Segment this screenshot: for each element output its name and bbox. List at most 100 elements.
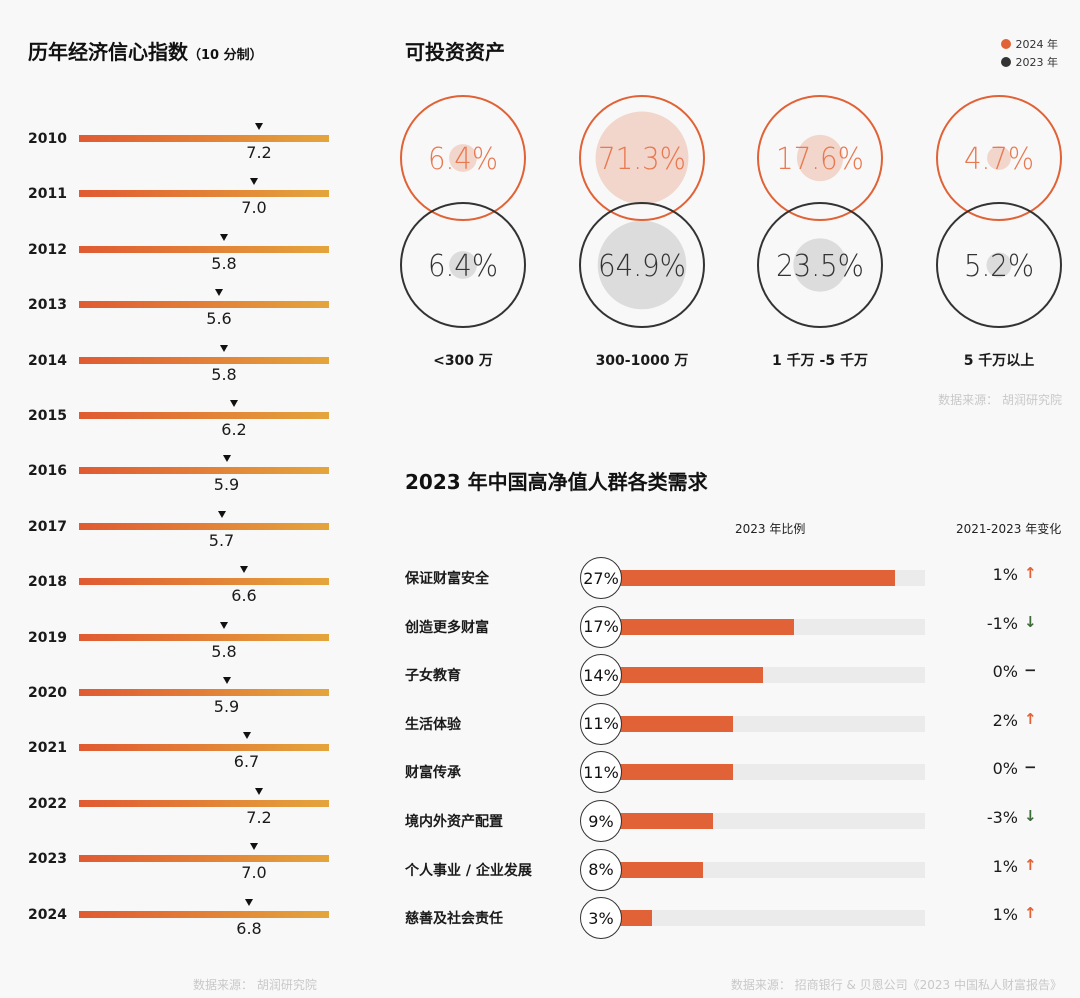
need-change-value: 2% <box>992 710 1018 730</box>
need-change-value: 1% <box>992 565 1018 584</box>
need-change-value: -1% <box>986 613 1018 633</box>
need-label: 个人事业 / 企业发展 <box>405 862 532 879</box>
need-label: 保证财富安全 <box>405 571 489 587</box>
confidence-bar <box>79 344 329 364</box>
confidence-row: 2016 5.9 <box>0 455 360 519</box>
asset-bubble-label: 6.4% <box>428 142 498 177</box>
need-bar-track <box>602 570 925 586</box>
confidence-bar <box>79 400 329 419</box>
asset-bubble-ring <box>757 95 883 221</box>
confidence-value: 6.7 <box>233 752 260 772</box>
confidence-marker-icon <box>215 289 223 297</box>
confidence-source: 数据来源： 胡润研究院 <box>193 978 317 992</box>
confidence-subtitle: （10 分制） <box>188 48 263 63</box>
arrow-up-icon: ↑ <box>1024 855 1037 874</box>
asset-bubble-label: 23.5% <box>776 249 864 284</box>
need-value-badge: 3% <box>580 897 622 940</box>
legend-label-2023: 2023 年 <box>1015 56 1059 69</box>
confidence-marker-icon <box>217 510 226 518</box>
needs-col-ratio: 2023 年比例 <box>735 522 806 536</box>
confidence-row: 2022 7.2 <box>0 787 360 852</box>
asset-bubble-fill <box>449 251 477 279</box>
need-value-badge: 9% <box>580 800 622 842</box>
asset-bubble-label: 5.2% <box>964 249 1034 284</box>
arrow-up-icon: ↑ <box>1024 564 1037 582</box>
asset-bubble-fill <box>986 252 1012 278</box>
asset-bubble-ring <box>579 202 705 328</box>
confidence-row: 2021 6.7 <box>0 732 360 796</box>
asset-category-label: <300 万 <box>433 353 493 369</box>
confidence-bar <box>79 898 329 918</box>
confidence-value: 5.7 <box>208 530 235 550</box>
asset-bubble-ring <box>757 202 883 328</box>
confidence-marker-icon <box>222 455 231 463</box>
confidence-marker-icon <box>240 566 248 574</box>
need-value-badge: 14% <box>580 654 622 697</box>
confidence-bar <box>79 510 329 530</box>
asset-bubble-fill <box>597 220 687 310</box>
confidence-bar <box>79 677 329 696</box>
confidence-year: 2017 <box>28 518 67 535</box>
confidence-bar <box>79 732 329 752</box>
confidence-value: 5.9 <box>213 697 240 716</box>
need-value-badge: 27% <box>580 557 622 599</box>
confidence-value: 7.0 <box>241 198 267 218</box>
need-bar-track <box>602 813 925 829</box>
confidence-value: 5.8 <box>211 641 237 661</box>
confidence-year: 2010 <box>28 131 67 147</box>
need-change-value: 1% <box>992 905 1018 925</box>
asset-category-label: 5 千万以上 <box>963 353 1035 369</box>
confidence-row: 2023 7.0 <box>0 843 360 907</box>
legend-dot-2023-icon <box>1000 57 1011 67</box>
asset-bubble-ring <box>579 95 705 221</box>
confidence-year: 2020 <box>28 685 67 701</box>
confidence-marker-icon <box>255 123 263 130</box>
confidence-value: 5.8 <box>211 253 237 273</box>
asset-bubble-label: 4.7% <box>964 142 1034 177</box>
confidence-value: 6.8 <box>236 918 262 938</box>
confidence-value: 5.9 <box>213 475 240 495</box>
confidence-value: 7.0 <box>241 863 267 883</box>
confidence-year: 2021 <box>28 740 67 757</box>
confidence-marker-icon <box>250 843 258 851</box>
confidence-bar <box>79 566 329 586</box>
confidence-year: 2023 <box>28 851 67 868</box>
need-bar-track <box>602 715 925 732</box>
need-label: 生活体验 <box>405 716 461 733</box>
asset-bubble-fill <box>793 238 847 292</box>
dash-icon: − <box>1024 661 1037 680</box>
needs-source: 数据来源： 招商银行 & 贝恩公司《2023 中国私人财富报告》 <box>730 978 1062 992</box>
asset-bubble-ring <box>400 202 526 328</box>
confidence-bar <box>79 178 329 198</box>
confidence-bar <box>79 843 329 863</box>
confidence-marker-icon <box>220 344 228 352</box>
confidence-year: 2022 <box>28 795 67 812</box>
confidence-chart-title: 历年经济信心指数（10 分制） <box>28 36 263 65</box>
confidence-value: 7.2 <box>246 143 272 162</box>
confidence-marker-icon <box>242 732 251 740</box>
confidence-row: 2024 6.8 <box>0 898 360 963</box>
confidence-bar <box>79 621 329 641</box>
asset-bubble-ring <box>936 202 1062 328</box>
confidence-row: 2011 7.0 <box>0 178 360 242</box>
confidence-marker-icon <box>230 400 238 407</box>
confidence-year: 2024 <box>28 906 67 923</box>
need-bar-fill <box>602 570 895 586</box>
confidence-row: 2012 5.8 <box>0 233 360 298</box>
need-bar-track <box>602 861 925 878</box>
asset-bubble-label: 6.4% <box>428 249 498 284</box>
legend-label-2024: 2024 年 <box>1015 38 1059 51</box>
asset-bubble-label: 71.3% <box>598 142 686 177</box>
confidence-row: 2020 5.9 <box>0 677 360 741</box>
need-bar-fill <box>602 667 764 684</box>
asset-bubble-fill <box>595 111 689 205</box>
confidence-year: 2014 <box>28 352 67 369</box>
confidence-row: 2010 7.2 <box>0 123 360 187</box>
needs-col-change: 2021-2023 年变化 <box>956 522 1062 536</box>
confidence-row: 2014 5.8 <box>0 344 360 409</box>
need-change-value: 1% <box>992 856 1018 876</box>
need-value-badge: 17% <box>580 605 622 648</box>
legend-2024: 2024 年 <box>1000 36 1059 52</box>
confidence-marker-icon <box>220 233 228 241</box>
asset-bubble-fill <box>796 134 844 182</box>
